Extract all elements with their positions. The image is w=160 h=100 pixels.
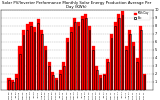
Bar <box>81 19 83 90</box>
Bar <box>12 82 13 90</box>
Bar <box>103 75 105 90</box>
Bar <box>132 42 135 90</box>
Bar <box>136 62 138 90</box>
Bar <box>30 26 32 90</box>
Bar <box>44 46 47 90</box>
Bar <box>59 74 61 90</box>
Legend: KWh/Day, Pdc: KWh/Day, Pdc <box>134 11 150 20</box>
Bar <box>121 11 124 90</box>
Bar <box>59 70 62 90</box>
Bar <box>22 30 25 90</box>
Bar <box>23 35 24 90</box>
Bar <box>144 75 145 90</box>
Bar <box>103 74 106 90</box>
Bar <box>37 23 39 90</box>
Bar <box>107 62 109 90</box>
Bar <box>16 78 17 90</box>
Bar <box>56 80 57 90</box>
Bar <box>106 59 109 90</box>
Bar <box>51 72 54 90</box>
Bar <box>37 19 40 90</box>
Bar <box>34 32 36 90</box>
Bar <box>140 30 142 90</box>
Bar <box>48 62 51 90</box>
Bar <box>125 50 127 90</box>
Bar <box>11 80 14 90</box>
Bar <box>41 34 43 90</box>
Bar <box>122 15 123 90</box>
Bar <box>18 46 22 90</box>
Bar <box>52 75 54 90</box>
Bar <box>84 14 87 90</box>
Bar <box>29 22 32 90</box>
Bar <box>73 18 76 90</box>
Bar <box>99 75 102 90</box>
Bar <box>70 32 72 90</box>
Bar <box>55 78 58 90</box>
Bar <box>128 30 131 90</box>
Bar <box>15 74 18 90</box>
Bar <box>114 26 116 90</box>
Bar <box>85 18 87 90</box>
Bar <box>19 54 21 90</box>
Bar <box>48 66 50 90</box>
Bar <box>33 27 36 90</box>
Bar <box>110 34 113 90</box>
Bar <box>81 16 84 90</box>
Bar <box>100 78 101 90</box>
Bar <box>74 22 76 90</box>
Bar <box>133 46 134 90</box>
Bar <box>26 24 29 90</box>
Bar <box>62 62 65 90</box>
Bar <box>92 50 94 90</box>
Bar <box>45 50 46 90</box>
Bar <box>89 30 90 90</box>
Bar <box>92 46 95 90</box>
Bar <box>8 80 10 90</box>
Bar <box>40 30 44 90</box>
Bar <box>129 34 131 90</box>
Bar <box>117 14 120 90</box>
Bar <box>66 38 69 90</box>
Title: Solar PV/Inverter Performance Monthly Solar Energy Production Average Per Day (K: Solar PV/Inverter Performance Monthly So… <box>2 0 151 9</box>
Bar <box>78 26 79 90</box>
Bar <box>124 46 128 90</box>
Bar <box>95 66 98 90</box>
Bar <box>63 66 65 90</box>
Bar <box>88 26 91 90</box>
Bar <box>26 30 28 90</box>
Bar <box>70 27 73 90</box>
Bar <box>111 38 112 90</box>
Bar <box>139 26 142 90</box>
Bar <box>136 58 139 90</box>
Bar <box>118 18 120 90</box>
Bar <box>96 70 98 90</box>
Bar <box>77 22 80 90</box>
Bar <box>143 74 146 90</box>
Bar <box>114 22 117 90</box>
Bar <box>67 42 68 90</box>
Bar <box>8 78 11 90</box>
